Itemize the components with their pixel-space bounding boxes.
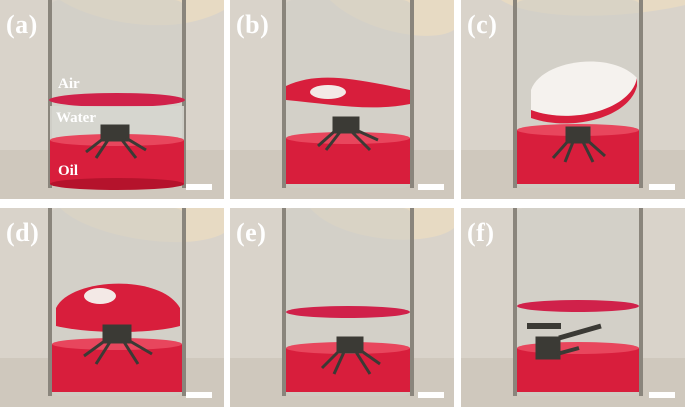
panel-f-photo xyxy=(461,208,685,407)
scale-bar xyxy=(418,184,444,190)
panel-c: (c) xyxy=(461,0,685,199)
panel-label: (d) xyxy=(6,218,40,247)
scale-bar xyxy=(186,392,212,398)
panel-label: (b) xyxy=(236,10,270,39)
panel-e-photo xyxy=(230,208,454,407)
scale-bar xyxy=(186,184,212,190)
air-layer-label: Air xyxy=(58,76,80,92)
robot-d xyxy=(83,324,153,365)
panel-d-photo xyxy=(0,208,224,407)
panel-c-photo xyxy=(461,0,685,199)
panel-label: (f) xyxy=(467,218,495,247)
robot-a xyxy=(85,124,147,159)
panel-b-photo xyxy=(230,0,454,199)
robot-c xyxy=(551,126,606,163)
panel-label: (a) xyxy=(6,10,38,39)
panel-a-photo xyxy=(0,0,224,199)
panel-f: (f) xyxy=(461,208,685,407)
panel-b: (b) xyxy=(230,0,454,199)
water-layer-label: Water xyxy=(56,110,96,126)
panel-d: (d) xyxy=(0,208,224,407)
panel-e: (e) xyxy=(230,208,454,407)
scale-bar xyxy=(649,392,675,398)
oil-layer-label: Oil xyxy=(58,163,79,179)
panel-a: (a) Air Water Oil xyxy=(0,0,224,199)
panel-label: (c) xyxy=(467,10,498,39)
robot-b xyxy=(317,116,379,152)
panel-label: (e) xyxy=(236,218,267,247)
robot-f xyxy=(527,323,602,360)
robot-e xyxy=(320,336,381,375)
scale-bar xyxy=(418,392,444,398)
scale-bar xyxy=(649,184,675,190)
